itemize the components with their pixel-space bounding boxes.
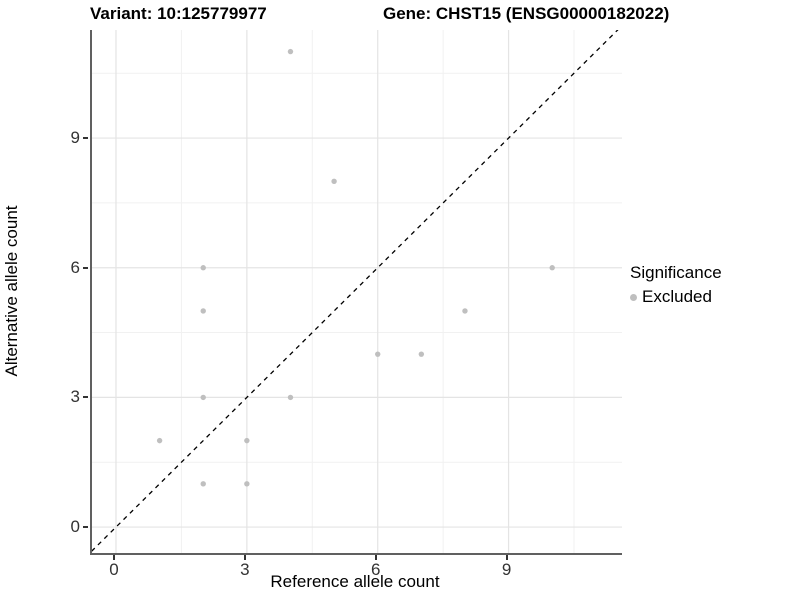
y-tick-label: 3 — [70, 387, 80, 407]
legend-dot-icon — [630, 293, 637, 301]
gene-title: Gene: CHST15 (ENSG00000182022) — [383, 4, 670, 23]
data-point — [200, 481, 206, 487]
data-point — [549, 265, 555, 271]
y-tick-mark — [83, 526, 88, 529]
data-point — [287, 48, 294, 55]
y-tick-mark — [83, 266, 88, 269]
variant-title: Variant: 10:125779977 — [90, 4, 267, 23]
data-point — [244, 481, 250, 487]
legend-item-label: Excluded — [642, 287, 712, 306]
x-tick-label: 0 — [109, 560, 119, 579]
data-point — [200, 308, 206, 314]
identity-line — [92, 30, 619, 552]
y-tick-mark — [83, 396, 88, 399]
x-tick-label: 6 — [370, 560, 381, 579]
x-tick-mark — [112, 555, 115, 560]
y-tick-label: 0 — [70, 517, 80, 537]
data-point — [244, 437, 250, 444]
x-tick-label: 9 — [501, 560, 512, 579]
data-point — [331, 178, 337, 184]
legend-item-excluded: Excluded — [630, 287, 722, 307]
data-point — [287, 394, 294, 401]
y-tick-mark — [83, 137, 88, 140]
plot-panel — [90, 30, 622, 555]
legend-title: Significance — [630, 263, 722, 282]
x-axis-title: Reference allele count — [270, 572, 440, 591]
data-point — [462, 308, 468, 314]
x-tick-label: 3 — [240, 560, 250, 579]
legend: Significance Excluded — [630, 263, 722, 307]
x-tick-mark — [374, 555, 377, 560]
x-tick-mark — [505, 555, 508, 560]
x-tick-mark — [243, 555, 246, 560]
y-tick-label: 9 — [70, 128, 80, 148]
y-axis-title: Alternative allele count — [2, 205, 21, 377]
plot-canvas — [92, 30, 622, 553]
data-point — [200, 265, 206, 271]
y-tick-label: 6 — [70, 257, 80, 277]
data-point — [418, 351, 425, 357]
data-point — [156, 437, 163, 444]
data-point — [200, 394, 206, 401]
data-point — [375, 351, 381, 357]
